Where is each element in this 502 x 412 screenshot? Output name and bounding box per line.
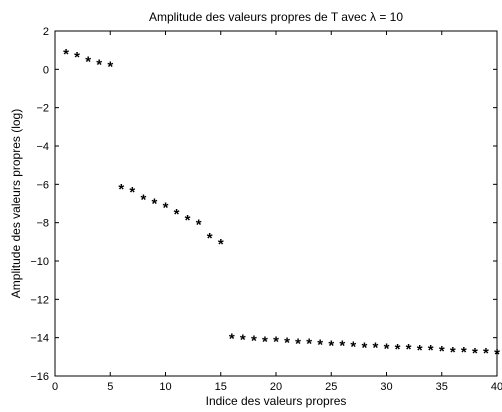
data-point: * xyxy=(185,212,191,229)
data-point: * xyxy=(295,335,301,352)
x-tick-label: 40 xyxy=(491,381,502,393)
data-point: * xyxy=(284,335,290,352)
data-point-highlighted: * xyxy=(107,59,113,76)
x-tick-label: 0 xyxy=(52,381,58,393)
data-point: * xyxy=(439,343,445,360)
y-tick-label: −10 xyxy=(30,256,49,268)
x-tick-label: 5 xyxy=(107,381,113,393)
y-axis-label: Amplitude des valeurs propres (log) xyxy=(9,109,23,298)
data-point: * xyxy=(339,337,345,354)
data-point: * xyxy=(140,192,146,209)
data-point: * xyxy=(328,337,334,354)
data-point: * xyxy=(196,217,202,234)
data-points: * * * * * * * * * * * * * * * * * * * * * * * * * * * * * * * * * * * * * * * * xyxy=(63,46,500,363)
x-tick-label: 10 xyxy=(159,381,171,393)
y-tick-label: −14 xyxy=(30,333,49,345)
x-tick-label: 35 xyxy=(436,381,448,393)
data-point: * xyxy=(494,346,500,363)
data-point: * xyxy=(262,334,268,351)
data-point: * xyxy=(317,336,323,353)
y-tick-label: −16 xyxy=(30,371,49,383)
data-point: * xyxy=(96,57,102,74)
x-tick-label: 15 xyxy=(215,381,227,393)
data-point: * xyxy=(361,339,367,356)
plot-frame xyxy=(54,30,498,377)
data-point: * xyxy=(483,345,489,362)
data-point: * xyxy=(273,334,279,351)
y-tick-label: −12 xyxy=(30,294,49,306)
data-point: * xyxy=(85,54,91,71)
y-tick-label: −2 xyxy=(36,103,49,115)
data-point: * xyxy=(251,333,257,350)
data-point: * xyxy=(306,335,312,352)
x-tick-label: 25 xyxy=(325,381,337,393)
data-point: * xyxy=(74,49,80,66)
y-tick-label: 0 xyxy=(43,64,49,76)
data-point: * xyxy=(240,332,246,349)
data-point: * xyxy=(472,345,478,362)
data-point: * xyxy=(229,331,235,348)
data-point: * xyxy=(428,342,434,359)
data-point: * xyxy=(163,199,169,216)
x-axis-ticks: 0 5 10 15 20 25 30 35 40 xyxy=(52,31,502,393)
data-point: * xyxy=(461,344,467,361)
data-point: * xyxy=(450,344,456,361)
y-axis-ticks: 2 0 −2 −4 −6 −8 −10 −12 −14 −16 xyxy=(30,26,497,383)
data-point: * xyxy=(118,181,124,198)
x-tick-label: 30 xyxy=(380,381,392,393)
data-point: * xyxy=(207,230,213,247)
data-point: * xyxy=(373,339,379,356)
data-point: * xyxy=(406,341,412,358)
data-point: * xyxy=(395,341,401,358)
y-tick-label: −6 xyxy=(36,179,49,191)
y-tick-label: −8 xyxy=(36,218,49,230)
data-point: * xyxy=(350,338,356,355)
data-point: * xyxy=(218,236,224,253)
x-axis-label: Indice des valeurs propres xyxy=(206,394,347,408)
x-tick-label: 20 xyxy=(270,381,282,393)
data-point: * xyxy=(152,196,158,213)
y-tick-label: −4 xyxy=(36,141,49,153)
data-point: * xyxy=(417,342,423,359)
data-point: * xyxy=(384,340,390,357)
chart-title: Amplitude des valeurs propres de T avec … xyxy=(149,10,403,24)
data-point: * xyxy=(129,184,135,201)
y-tick-label: 2 xyxy=(43,26,49,38)
data-point: * xyxy=(174,206,180,223)
data-point: * xyxy=(63,46,69,63)
